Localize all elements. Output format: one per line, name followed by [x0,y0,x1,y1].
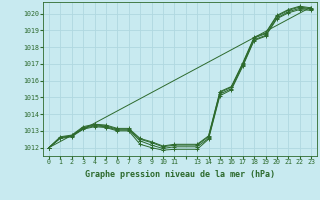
X-axis label: Graphe pression niveau de la mer (hPa): Graphe pression niveau de la mer (hPa) [85,170,275,179]
